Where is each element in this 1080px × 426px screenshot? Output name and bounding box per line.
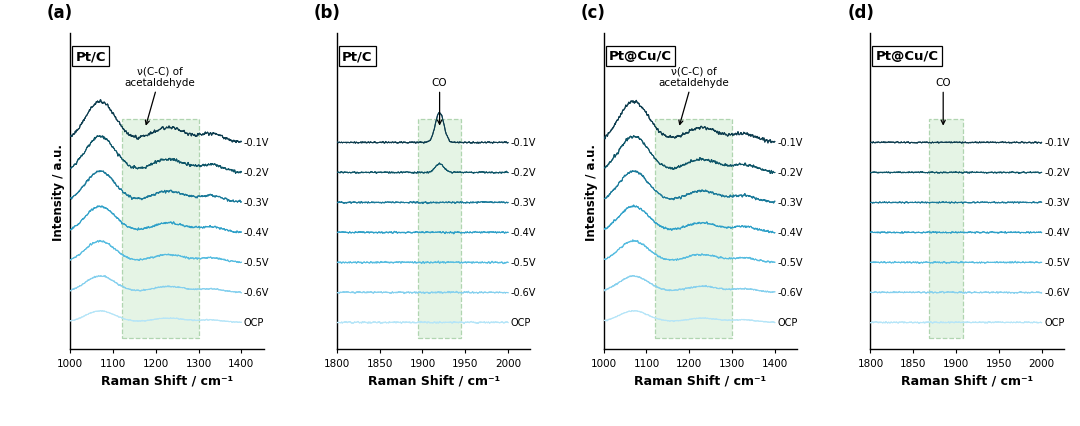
Text: -0.1V: -0.1V: [1044, 138, 1069, 148]
X-axis label: Raman Shift / cm⁻¹: Raman Shift / cm⁻¹: [901, 374, 1034, 387]
Y-axis label: Intensity / a.u.: Intensity / a.u.: [52, 143, 65, 240]
Text: -0.6V: -0.6V: [1044, 288, 1069, 298]
X-axis label: Raman Shift / cm⁻¹: Raman Shift / cm⁻¹: [367, 374, 500, 387]
X-axis label: Raman Shift / cm⁻¹: Raman Shift / cm⁻¹: [634, 374, 767, 387]
Text: -0.2V: -0.2V: [778, 168, 802, 178]
Text: Pt@Cu/C: Pt@Cu/C: [876, 50, 939, 63]
Text: CO: CO: [935, 78, 951, 125]
Bar: [418, 120, 461, 339]
Bar: [122, 120, 199, 339]
Text: -0.6V: -0.6V: [511, 288, 536, 298]
Text: (d): (d): [848, 3, 874, 21]
Text: -0.2V: -0.2V: [244, 168, 269, 178]
Bar: [929, 120, 963, 339]
Text: -0.2V: -0.2V: [511, 168, 536, 178]
Text: -0.4V: -0.4V: [511, 228, 536, 238]
Text: -0.5V: -0.5V: [778, 258, 802, 268]
Text: (a): (a): [48, 3, 73, 21]
Text: -0.5V: -0.5V: [511, 258, 536, 268]
Text: Pt/C: Pt/C: [76, 50, 106, 63]
Text: -0.1V: -0.1V: [511, 138, 536, 148]
Text: -0.1V: -0.1V: [244, 138, 269, 148]
Text: -0.3V: -0.3V: [511, 198, 536, 208]
Text: -0.6V: -0.6V: [244, 288, 269, 298]
Text: -0.4V: -0.4V: [778, 228, 802, 238]
Text: -0.3V: -0.3V: [778, 198, 802, 208]
Text: -0.2V: -0.2V: [1044, 168, 1069, 178]
Text: -0.4V: -0.4V: [244, 228, 269, 238]
Text: ν(C-C) of
acetaldehyde: ν(C-C) of acetaldehyde: [124, 66, 195, 125]
Text: -0.5V: -0.5V: [1044, 258, 1069, 268]
Text: Pt/C: Pt/C: [342, 50, 373, 63]
Text: OCP: OCP: [244, 318, 265, 328]
Text: OCP: OCP: [1044, 318, 1065, 328]
Text: OCP: OCP: [511, 318, 531, 328]
Text: OCP: OCP: [778, 318, 798, 328]
X-axis label: Raman Shift / cm⁻¹: Raman Shift / cm⁻¹: [100, 374, 233, 387]
Text: -0.3V: -0.3V: [1044, 198, 1069, 208]
Text: -0.1V: -0.1V: [778, 138, 802, 148]
Y-axis label: Intensity / a.u.: Intensity / a.u.: [585, 143, 598, 240]
Text: -0.4V: -0.4V: [1044, 228, 1069, 238]
Text: CO: CO: [432, 78, 447, 125]
Text: (b): (b): [314, 3, 340, 21]
Text: -0.5V: -0.5V: [244, 258, 269, 268]
Text: -0.6V: -0.6V: [778, 288, 802, 298]
Text: -0.3V: -0.3V: [244, 198, 269, 208]
Text: (c): (c): [581, 3, 606, 21]
Text: ν(C-C) of
acetaldehyde: ν(C-C) of acetaldehyde: [658, 66, 729, 125]
Bar: [656, 120, 732, 339]
Text: Pt@Cu/C: Pt@Cu/C: [609, 50, 672, 63]
